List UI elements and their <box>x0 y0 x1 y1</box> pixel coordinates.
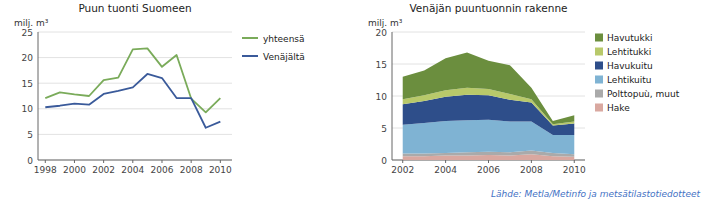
legend-swatch <box>595 90 603 98</box>
y-tick-label: 10 <box>376 92 388 102</box>
x-tick-label: 2006 <box>477 165 500 175</box>
legend-label: Havutukki <box>607 33 652 43</box>
x-tick-label: 2002 <box>92 165 115 175</box>
x-tick-label: 1998 <box>34 165 57 175</box>
x-tick-label: 2010 <box>563 165 586 175</box>
legend-swatch <box>595 104 603 112</box>
title: Venäjän puuntuonnin rakenne <box>410 2 568 14</box>
legend-label: Venäjältä <box>263 52 305 62</box>
chart: 0 5 10 15 20 25 1998 2000 2002 2004 2006 2008 2010 Pu… <box>14 2 305 175</box>
legend-swatch <box>595 34 603 42</box>
y-tick-label: 10 <box>22 104 34 114</box>
x-tick <box>103 160 104 163</box>
y-tick-label: 5 <box>27 130 33 140</box>
x-tick-label: 2004 <box>121 165 144 175</box>
y-axis <box>392 32 393 160</box>
legend: Havutukki Lehtitukki Havukuitu Lehtikuitu Po… <box>595 33 680 113</box>
figure: 05101520251998200020022004200620082010Pu… <box>0 0 704 202</box>
x-axis <box>38 160 232 161</box>
x-tick <box>45 160 46 163</box>
y-tick-label: 25 <box>22 28 33 38</box>
y-axis <box>38 32 39 160</box>
x-tick <box>220 160 221 163</box>
grid-line <box>38 83 232 84</box>
area <box>403 52 575 124</box>
x-tick <box>488 160 489 163</box>
legend-label: Polttopuù, muut <box>607 89 680 99</box>
grid-line <box>38 57 232 58</box>
chart: 0 5 10 15 20 2002 2004 2006 2008 2010 Venäjän puun… <box>368 2 680 175</box>
legend-label: Lehtitukki <box>607 47 651 57</box>
grid-line <box>38 32 232 33</box>
legend: yhteensä Venäjältä <box>242 34 305 62</box>
legend-label: Hake <box>607 103 630 113</box>
line <box>45 74 220 128</box>
y-tick-label: 0 <box>27 156 33 166</box>
y-tick-label: 15 <box>22 79 33 89</box>
legend-swatch <box>595 76 603 84</box>
legend-label: Lehtikuitu <box>607 75 652 85</box>
x-tick <box>132 160 133 163</box>
plot-area <box>403 52 575 160</box>
x-tick <box>402 160 403 163</box>
y-tick-label: 15 <box>376 60 387 70</box>
x-tick <box>191 160 192 163</box>
legend-swatch <box>242 55 258 57</box>
x-tick <box>74 160 75 163</box>
legend-label: yhteensä <box>263 34 305 44</box>
y-tick-label: 20 <box>376 28 388 38</box>
grid-line <box>38 160 232 161</box>
x-tick <box>161 160 162 163</box>
source: Lähde: Metla/Metinfo ja metsätilastotied… <box>491 189 700 199</box>
plot-area <box>45 48 220 127</box>
legend-label: Havukuitu <box>607 61 653 71</box>
y-axis-label: milj. m³ <box>14 18 49 28</box>
x-tick-label: 2000 <box>63 165 86 175</box>
x-tick <box>445 160 446 163</box>
grid-line <box>38 134 232 135</box>
legend-swatch <box>595 48 603 56</box>
x-tick <box>531 160 532 163</box>
title: Puun tuonti Suomeen <box>78 2 191 14</box>
grid-line <box>392 32 585 33</box>
x-tick-label: 2010 <box>209 165 232 175</box>
legend-swatch <box>595 62 603 70</box>
x-tick-label: 2002 <box>391 165 414 175</box>
x-tick-label: 2008 <box>180 165 203 175</box>
x-tick-label: 2004 <box>434 165 457 175</box>
x-tick-label: 2008 <box>520 165 543 175</box>
y-axis-label: milj. m³ <box>368 18 403 28</box>
y-tick-label: 20 <box>22 53 34 63</box>
x-tick-label: 2006 <box>151 165 174 175</box>
x-tick <box>574 160 575 163</box>
y-tick-label: 0 <box>381 156 387 166</box>
y-tick-label: 5 <box>381 124 387 134</box>
legend-swatch <box>242 37 258 39</box>
